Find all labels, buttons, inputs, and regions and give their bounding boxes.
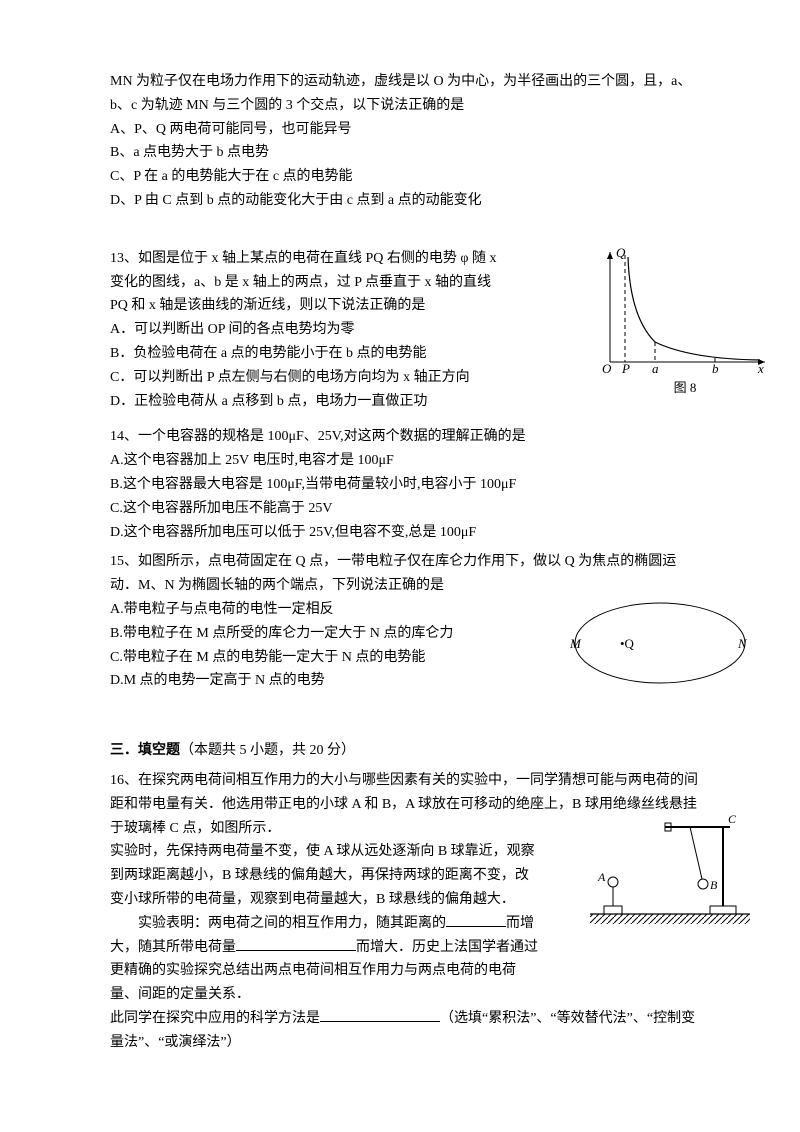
q15-opt-d: D.M 点的电势一定高于 N 点的电势: [110, 669, 530, 693]
q16-blank2[interactable]: [236, 936, 356, 951]
axis-b-label: b: [712, 361, 719, 376]
ellipse-q-label: •Q: [620, 636, 635, 651]
q14-opt-a: A.这个电容器加上 25V 电压时,电容才是 100μF: [110, 449, 700, 473]
axis-a-label: a: [652, 361, 659, 376]
section3-title: 三．填空题: [110, 743, 180, 758]
q12-stem: MN 为粒子仅在电场力作用下的运动轨迹，虚线是以 O 为中心，为半径画出的三个圆…: [110, 70, 700, 118]
q16-line4: 此同学在探究中应用的科学方法是（选填“累积法”、“等效替代法”、“控制变量法”、…: [110, 1007, 700, 1055]
q16-line3a: 实验表明：两电荷之间的相互作用力，随其距离的: [138, 916, 446, 931]
q13-opt-c: C．可以判断出 P 点左侧与右侧的电场方向均为 x 轴正方向: [110, 366, 505, 390]
q12-tail: MN 为粒子仅在电场力作用下的运动轨迹，虚线是以 O 为中心，为半径画出的三个圆…: [110, 70, 700, 213]
q14-opt-d: D.这个电容器所加电压可以低于 25V,但电容不变,总是 100μF: [110, 521, 700, 545]
q16-line3: 实验表明：两电荷之间的相互作用力，随其距离的而增大，随其所带电荷量而增大．历史上…: [110, 912, 540, 1007]
axis-p-label: P: [621, 361, 630, 376]
q13-opt-d: D．正检验电荷从 a 点移到 b 点，电场力一直做正功: [110, 390, 505, 414]
q15-opt-c: C.带电粒子在 M 点的电势能一定大于 N 点的电势能: [110, 646, 530, 670]
q15-opt-a: A.带电粒子与点电荷的电性一定相反: [110, 598, 530, 622]
q14: 14、一个电容器的规格是 100μF、25V,对这两个数据的理解正确的是 A.这…: [110, 425, 700, 544]
q12-opt-b: B、a 点电势大于 b 点电势: [110, 141, 700, 165]
q12-opt-a: A、P、Q 两电荷可能同号，也可能异号: [110, 118, 700, 142]
q14-opt-c: C.这个电容器所加电压不能高于 25V: [110, 497, 700, 521]
q13-opt-b: B．负检验电荷在 a 点的电势能小于在 b 点的电势能: [110, 342, 505, 366]
axis-origin-label: O: [602, 361, 612, 376]
q16-figure: A C B: [590, 809, 750, 929]
q13-opt-a: A．可以判断出 OP 间的各点电势均为零: [110, 318, 505, 342]
axis-y-label: Q: [616, 247, 626, 260]
apparatus-a-label: A: [597, 870, 606, 884]
q14-opt-b: B.这个电容器最大电容是 100μF,当带电荷量较小时,电容小于 100μF: [110, 473, 700, 497]
section3-heading: 三．填空题（本题共 5 小题，共 20 分）: [110, 739, 700, 763]
q16: 16、在探究两电荷间相互作用力的大小与哪些因素有关的实验中，一同学猜想可能与两电…: [110, 769, 700, 1055]
axis-x-label: x: [757, 361, 764, 376]
apparatus-c-label: C: [728, 812, 737, 826]
q15-figure: M •Q N: [570, 598, 750, 688]
ellipse-m-label: M: [570, 636, 582, 651]
q13-stem: 13、如图是位于 x 轴上某点的电荷在直线 PQ 右侧的电势 φ 随 x 变化的…: [110, 247, 505, 318]
ellipse-n-label: N: [737, 636, 748, 651]
q15: 15、如图所示，点电荷固定在 Q 点，一带电粒子仅在库仑力作用下，做以 Q 为焦…: [110, 550, 700, 693]
q15-stem: 15、如图所示，点电荷固定在 Q 点，一带电粒子仅在库仑力作用下，做以 Q 为焦…: [110, 550, 700, 598]
q15-opt-b: B.带电粒子在 M 点所受的库仑力一定大于 N 点的库仑力: [110, 622, 530, 646]
q16-line4a: 此同学在探究中应用的科学方法是: [110, 1011, 320, 1026]
q14-options: A.这个电容器加上 25V 电压时,电容才是 100μF B.这个电容器最大电容…: [110, 449, 700, 544]
q16-blank1[interactable]: [446, 912, 506, 927]
q12-options: A、P、Q 两电荷可能同号，也可能异号 B、a 点电势大于 b 点电势 C、P …: [110, 118, 700, 213]
q14-stem: 14、一个电容器的规格是 100μF、25V,对这两个数据的理解正确的是: [110, 425, 700, 449]
q12-opt-c: C、P 在 a 的电势能大于在 c 点的电势能: [110, 165, 700, 189]
q13-figure: Q O P a b x 图 8: [600, 247, 770, 397]
section3-sub: （本题共 5 小题，共 20 分）: [180, 743, 355, 758]
q12-opt-d: D、P 由 C 点到 b 点的动能变化大于由 c 点到 a 点的动能变化: [110, 189, 700, 213]
apparatus-b-label: B: [710, 878, 718, 892]
q13-options: A．可以判断出 OP 间的各点电势均为零 B．负检验电荷在 a 点的电势能小于在…: [110, 318, 505, 413]
q15-options: A.带电粒子与点电荷的电性一定相反 B.带电粒子在 M 点所受的库仑力一定大于 …: [110, 598, 530, 693]
q16-line2: 实验时，先保持两电荷量不变，使 A 球从远处逐渐向 B 球靠近，观察到两球距离越…: [110, 840, 540, 911]
q13-fig-caption: 图 8: [600, 377, 770, 399]
q16-blank3[interactable]: [320, 1007, 440, 1022]
q13: 13、如图是位于 x 轴上某点的电荷在直线 PQ 右侧的电势 φ 随 x 变化的…: [110, 247, 700, 414]
